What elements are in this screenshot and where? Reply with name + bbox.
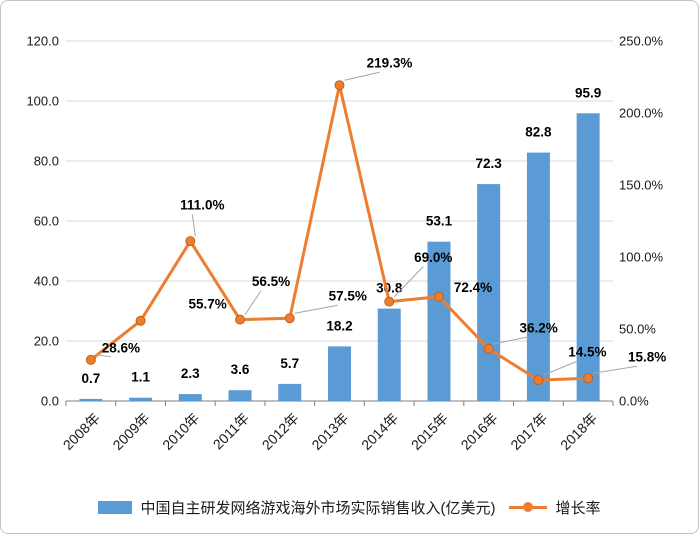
right-axis-tick-label: 200.0% bbox=[619, 106, 664, 121]
legend-line-swatch bbox=[509, 502, 548, 512]
line-marker bbox=[483, 343, 494, 354]
growth-value-label: 57.5% bbox=[329, 289, 367, 304]
growth-line bbox=[89, 83, 590, 382]
growth-value-label: 55.7% bbox=[188, 296, 226, 311]
bar-value-label: 0.7 bbox=[81, 371, 100, 386]
label-leader-line bbox=[543, 360, 578, 376]
growth-value-label: 56.5% bbox=[252, 274, 290, 289]
bar-value-label: 5.7 bbox=[280, 356, 299, 371]
x-axis-category-label: 2018年 bbox=[557, 410, 600, 453]
right-axis-tick-label: 100.0% bbox=[619, 250, 664, 265]
legend-growth-label: 增长率 bbox=[555, 499, 601, 517]
label-leader-line bbox=[95, 354, 111, 358]
bar bbox=[328, 346, 351, 401]
growth-value-label: 219.3% bbox=[367, 56, 413, 71]
bar bbox=[79, 398, 103, 401]
x-axis-category-label: 2013年 bbox=[308, 410, 351, 453]
line-marker bbox=[235, 314, 246, 325]
bar bbox=[427, 241, 451, 401]
growth-value-label: 72.4% bbox=[454, 280, 492, 295]
bar bbox=[278, 383, 302, 401]
x-axis-category-label: 2017年 bbox=[507, 410, 550, 453]
x-axis-category-label: 2012年 bbox=[259, 410, 302, 453]
x-axis-category-label: 2009年 bbox=[109, 410, 152, 453]
bar bbox=[129, 397, 153, 401]
x-axis-category-label: 2014年 bbox=[358, 410, 401, 453]
bar-value-label: 72.3 bbox=[476, 156, 503, 171]
legend-bar-swatch bbox=[98, 500, 133, 514]
bar-value-label: 3.6 bbox=[231, 362, 250, 377]
line-marker bbox=[433, 291, 444, 302]
line-marker bbox=[185, 236, 196, 247]
bar bbox=[526, 152, 550, 401]
bar-value-label: 95.9 bbox=[575, 85, 601, 100]
line-marker bbox=[384, 296, 395, 307]
left-axis-tick-label: 120.0 bbox=[26, 34, 59, 49]
left-axis-tick-label: 0.0 bbox=[41, 394, 59, 409]
x-axis-category-label: 2010年 bbox=[159, 410, 202, 453]
bar bbox=[228, 390, 252, 401]
label-leader-line bbox=[493, 336, 529, 345]
label-leader-line bbox=[294, 304, 338, 314]
bar-value-label: 30.8 bbox=[376, 281, 403, 296]
right-axis-tick-label: 250.0% bbox=[619, 34, 664, 49]
bar bbox=[477, 184, 501, 401]
left-axis-tick-label: 20.0 bbox=[34, 334, 59, 349]
line-marker bbox=[583, 373, 594, 384]
growth-value-label: 28.6% bbox=[102, 340, 140, 355]
growth-value-label: 15.8% bbox=[628, 350, 666, 365]
left-axis-tick-label: 40.0 bbox=[34, 274, 59, 289]
growth-value-label: 69.0% bbox=[414, 250, 452, 265]
x-axis-category-label: 2011年 bbox=[210, 410, 253, 453]
line-marker bbox=[85, 354, 96, 365]
bar-value-label: 2.3 bbox=[181, 366, 200, 381]
label-leader-line bbox=[344, 71, 380, 81]
bar bbox=[576, 113, 600, 402]
legend-item-revenue: 中国自主研发网络游戏海外市场实际销售收入(亿美元) bbox=[98, 497, 495, 518]
combo-chart: 0.0 20.0 40.0 60.0 80.0 100.0 120.0 0.0% 50.0% 10… bbox=[26, 34, 666, 454]
x-axis-category-label: 2008年 bbox=[60, 410, 103, 453]
right-axis-tick-label: 150.0% bbox=[619, 178, 664, 193]
right-axis-tick-label: 0.0% bbox=[619, 394, 649, 409]
growth-value-label: 111.0% bbox=[180, 198, 224, 213]
line-marker bbox=[135, 315, 146, 326]
legend-revenue-label: 中国自主研发网络游戏海外市场实际销售收入(亿美元) bbox=[140, 499, 496, 517]
growth-value-label: 36.2% bbox=[520, 320, 558, 335]
bar bbox=[178, 394, 202, 401]
left-axis-tick-label: 100.0 bbox=[26, 94, 59, 109]
legend-line-marker bbox=[523, 502, 534, 512]
legend-item-growth: 增长率 bbox=[509, 497, 601, 518]
bar-value-label: 18.2 bbox=[326, 318, 352, 333]
label-leader-line bbox=[191, 214, 196, 237]
bar-value-label: 1.1 bbox=[131, 370, 150, 385]
line-marker bbox=[533, 375, 544, 386]
line-marker bbox=[284, 313, 295, 324]
left-axis-tick-label: 60.0 bbox=[34, 214, 59, 229]
label-leader-line bbox=[593, 365, 638, 374]
bar bbox=[377, 308, 401, 401]
right-axis-tick-label: 50.0% bbox=[619, 322, 656, 337]
x-axis-category-label: 2016年 bbox=[458, 410, 501, 453]
x-axis-category-label: 2015年 bbox=[408, 410, 451, 453]
label-leader-line bbox=[244, 290, 262, 315]
legend: 中国自主研发网络游戏海外市场实际销售收入(亿美元) 增长率 bbox=[1, 478, 698, 533]
line-marker bbox=[334, 80, 345, 91]
bar-value-label: 53.1 bbox=[426, 214, 453, 229]
label-leader-line bbox=[393, 266, 424, 297]
left-axis-tick-label: 80.0 bbox=[34, 154, 59, 169]
bar-value-label: 82.8 bbox=[525, 125, 552, 140]
growth-value-label: 14.5% bbox=[568, 345, 606, 360]
